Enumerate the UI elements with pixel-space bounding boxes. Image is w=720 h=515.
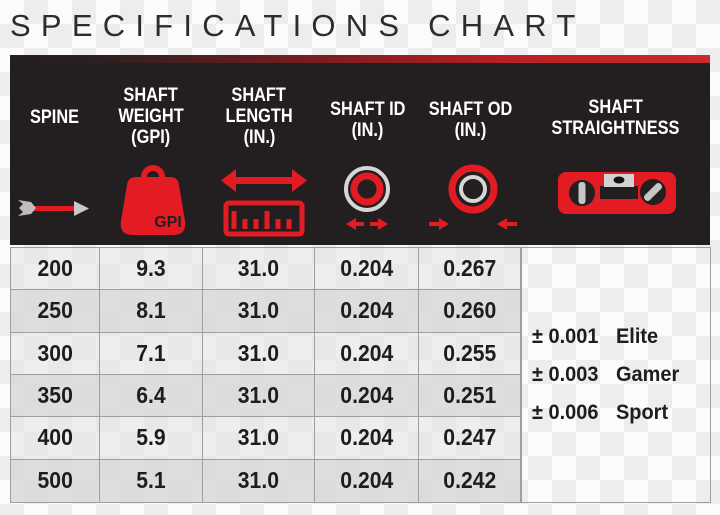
inner-diameter-icon <box>344 166 390 230</box>
header-label: SHAFT <box>123 85 179 106</box>
column-header-shaft-od: SHAFT OD (IN.) <box>420 99 521 141</box>
table-cell: 5.1 <box>99 459 204 502</box>
straightness-option-elite: ± 0.001 Elite <box>532 325 710 349</box>
table-cell: 0.267 <box>419 248 520 291</box>
table-cell: 0.204 <box>314 417 420 460</box>
table-cell: 31.0 <box>203 374 315 418</box>
header-label: SHAFT <box>588 97 643 118</box>
straightness-cell: ± 0.001 Elite ± 0.003 Gamer ± 0.006 Spor… <box>521 247 711 503</box>
column-header-shaft-weight: SHAFT WEIGHT (GPI) <box>99 85 203 148</box>
spec-table: 200 9.3 31.0 0.204 0.267 250 8.1 31.0 0.… <box>10 247 521 503</box>
header-label: (GPI) <box>131 127 171 148</box>
header-label: STRAIGHTNESS <box>551 118 680 139</box>
weight-icon-label: GPI <box>154 214 182 231</box>
header-label: SPINE <box>29 107 80 128</box>
table-cell: 0.204 <box>314 459 420 502</box>
table-cell: 0.204 <box>314 374 420 418</box>
header-label: (IN.) <box>351 120 384 141</box>
table-cell: 5.9 <box>99 417 204 460</box>
header-label: (IN.) <box>454 120 487 141</box>
column-header-shaft-length: SHAFT LENGTH (IN.) <box>203 85 315 148</box>
table-cell: 0.255 <box>419 332 520 375</box>
table-cell: 0.204 <box>314 290 420 333</box>
table-cell: 8.1 <box>99 290 204 333</box>
table-cell: 31.0 <box>203 290 315 333</box>
table-cell: 0.251 <box>419 374 520 418</box>
table-cell: 31.0 <box>203 248 315 291</box>
table-cell: 0.242 <box>419 459 520 502</box>
header-label: SHAFT <box>231 85 287 106</box>
grade-label: Elite <box>616 325 659 348</box>
header-accent-bar <box>10 55 710 63</box>
table-cell: 200 <box>11 248 100 291</box>
column-header-shaft-id: SHAFT ID (IN.) <box>315 99 420 141</box>
table-header-panel: SPINE SHAFT WEIGHT (GPI) SHAFT LENGTH (I… <box>10 55 710 245</box>
tolerance-value: ± 0.001 <box>532 325 599 348</box>
tolerance-value: ± 0.003 <box>532 363 599 386</box>
weight-icon: GPI <box>120 165 186 235</box>
grade-label: Sport <box>616 401 669 424</box>
column-header-spine: SPINE <box>10 107 99 128</box>
straightness-option-gamer: ± 0.003 Gamer <box>532 363 710 387</box>
table-cell: 500 <box>11 459 100 502</box>
table-cell: 9.3 <box>99 248 204 291</box>
table-cell: 400 <box>11 417 100 460</box>
table-cell: 0.247 <box>419 417 520 460</box>
table-cell: 300 <box>11 332 100 375</box>
ruler-icon <box>221 169 307 237</box>
table-cell: 0.204 <box>314 248 420 291</box>
header-label: (IN.) <box>243 127 275 148</box>
table-cell: 31.0 <box>203 332 315 375</box>
grade-label: Gamer <box>616 363 680 386</box>
page-title: SPECIFICATIONS CHART <box>10 8 586 43</box>
column-header-shaft-straightness: SHAFT STRAIGHTNESS <box>521 97 710 139</box>
straightness-option-sport: ± 0.006 Sport <box>532 401 710 425</box>
table-cell: 250 <box>11 290 100 333</box>
table-cell: 7.1 <box>99 332 204 375</box>
table-cell: 0.260 <box>419 290 520 333</box>
header-label: SHAFT ID <box>329 99 406 120</box>
table-cell: 6.4 <box>99 374 204 418</box>
header-label: LENGTH <box>225 106 293 127</box>
level-icon <box>558 172 676 214</box>
table-cell: 31.0 <box>203 459 315 502</box>
table-cell: 0.204 <box>314 332 420 375</box>
outer-diameter-icon <box>429 164 517 230</box>
header-label: SHAFT OD <box>428 99 513 120</box>
tolerance-value: ± 0.006 <box>532 401 599 424</box>
arrow-icon <box>18 200 89 216</box>
table-cell: 31.0 <box>203 417 315 460</box>
table-cell: 350 <box>11 374 100 418</box>
header-label: WEIGHT <box>118 106 184 127</box>
